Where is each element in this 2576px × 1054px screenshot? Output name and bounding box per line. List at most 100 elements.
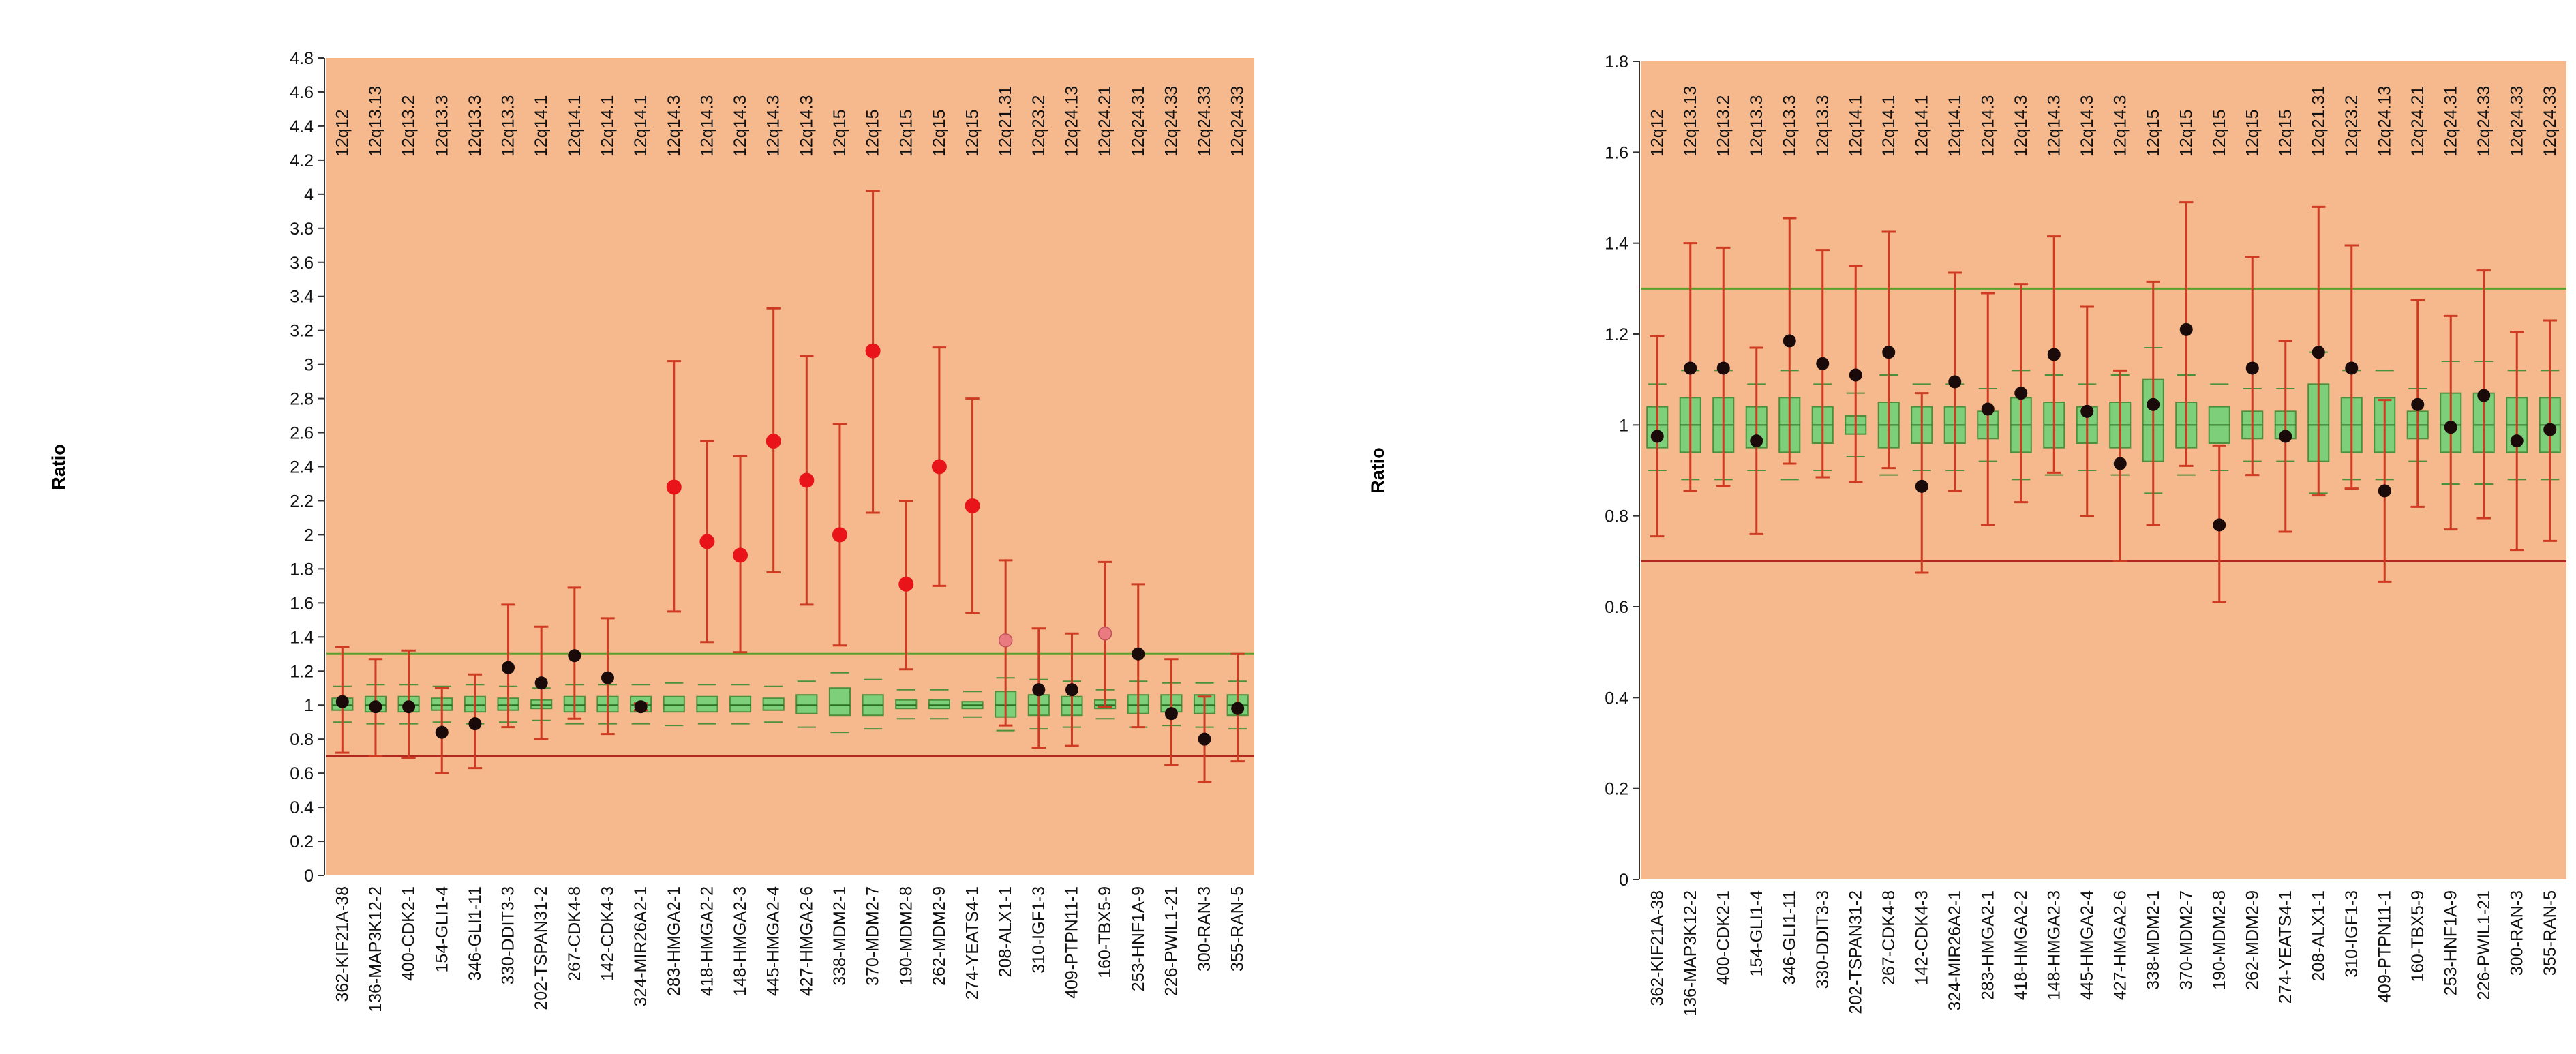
cytoband-label: 12q21.31 xyxy=(996,86,1015,157)
cytoband-label: 12q14.3 xyxy=(2044,95,2063,157)
reference-box xyxy=(895,699,918,710)
data-point xyxy=(1783,334,1796,348)
data-point xyxy=(2411,397,2425,411)
y-tick-label: 0.8 xyxy=(290,730,314,749)
data-point xyxy=(2312,346,2325,359)
y-tick-label: 0.6 xyxy=(290,764,314,783)
x-category-label: 136-MAP3K12-2 xyxy=(366,886,385,1012)
cytoband-label: 12q15 xyxy=(2243,109,2262,157)
x-category-label: 274-YEATS4-1 xyxy=(963,886,982,999)
x-category-label: 208-ALX1-1 xyxy=(996,886,1015,977)
x-category-label: 142-CDK4-3 xyxy=(598,886,617,981)
data-point xyxy=(502,661,515,674)
data-point xyxy=(1065,683,1078,697)
data-point xyxy=(1097,627,1112,641)
cytoband-label: 12q13.2 xyxy=(399,95,419,157)
reference-box xyxy=(828,687,851,717)
y-tick-label: 1.6 xyxy=(290,594,314,613)
x-category-label: 226-PWIL1-21 xyxy=(2474,890,2494,1000)
point-layer xyxy=(1650,322,2557,532)
cytoband-label: 12q24.13 xyxy=(2375,86,2394,157)
axis-layer: 0 0.2 0.4 0.6 0.8 1 1.2 1.4 1.6 1.8 12q12 362-KIF21… xyxy=(1605,52,2560,1017)
y-tick-label: 1.8 xyxy=(290,560,314,579)
data-point xyxy=(2080,404,2094,418)
cytoband-label: 12q24.33 xyxy=(1228,86,1247,157)
x-category-label: 355-RAN-5 xyxy=(2541,890,2560,976)
y-tick-label: 3.4 xyxy=(290,288,314,307)
plot-area xyxy=(326,58,1254,875)
x-category-label: 409-PTPN11-1 xyxy=(2375,890,2394,1003)
data-point xyxy=(898,576,914,592)
cytoband-label: 12q15 xyxy=(864,109,883,157)
x-category-label: 324-MIR26A2-1 xyxy=(631,886,650,1006)
cytoband-label: 12q24.33 xyxy=(2474,86,2494,157)
threshold-layer xyxy=(326,652,1254,757)
data-point xyxy=(2378,484,2391,498)
y-tick-label: 4.6 xyxy=(290,83,314,102)
data-point xyxy=(2113,457,2127,470)
chart-panel-right: 0 0.2 0.4 0.6 0.8 1 1.2 1.4 1.6 1.8 12q12 362-KIF21… xyxy=(1336,20,2566,1043)
data-point xyxy=(1684,361,1697,375)
x-category-label: 160-TBX5-9 xyxy=(2408,890,2427,982)
y-tick-label: 0.6 xyxy=(1605,598,1628,617)
cytoband-label: 12q15 xyxy=(2177,109,2196,157)
data-point xyxy=(832,527,847,543)
x-category-label: 427-HMGA2-6 xyxy=(797,886,816,996)
point-layer xyxy=(335,343,1245,746)
cytoband-label: 12q13.13 xyxy=(1681,86,1700,157)
cytoband-label: 12q23.2 xyxy=(2342,95,2361,157)
x-category-label: 142-CDK4-3 xyxy=(1912,890,1931,985)
cytoband-label: 12q24.33 xyxy=(2541,86,2560,157)
x-category-label: 338-MDM2-1 xyxy=(830,886,849,986)
cytoband-label: 12q14.3 xyxy=(764,95,783,157)
data-point xyxy=(1750,434,1763,448)
cytoband-label: 12q12 xyxy=(333,109,352,157)
threshold-layer xyxy=(1641,287,2566,562)
x-category-label: 445-HMGA2-4 xyxy=(2078,890,2097,1000)
plot-area xyxy=(1641,61,2566,879)
x-category-label: 160-TBX5-9 xyxy=(1095,886,1115,978)
cytoband-label: 12q14.1 xyxy=(1846,95,1865,157)
y-tick-label: 1.4 xyxy=(1605,235,1628,254)
data-point xyxy=(1981,402,1995,416)
data-point xyxy=(1915,479,1928,493)
x-category-label: 202-TSPAN31-2 xyxy=(1846,890,1865,1014)
cytoband-label: 12q13.3 xyxy=(1780,95,1799,157)
y-tick-label: 0.2 xyxy=(290,832,314,852)
data-point xyxy=(766,434,781,449)
y-tick-label: 1.6 xyxy=(1605,143,1628,162)
data-point xyxy=(335,695,349,708)
x-category-label: 310-IGF1-3 xyxy=(2342,890,2361,978)
data-point xyxy=(1650,430,1664,443)
cytoband-label: 12q14.3 xyxy=(1978,95,1997,157)
cytoband-label: 12q24.33 xyxy=(1195,86,1214,157)
x-category-label: 283-HMGA2-1 xyxy=(1978,890,1997,1000)
data-point xyxy=(2543,423,2557,436)
x-category-label: 148-HMGA2-3 xyxy=(2044,890,2063,1000)
x-category-label: 262-MDM2-9 xyxy=(930,886,949,986)
data-point xyxy=(2345,361,2359,375)
cytoband-label: 12q13.3 xyxy=(466,95,485,157)
data-point xyxy=(699,534,715,549)
x-category-label: 418-HMGA2-2 xyxy=(2012,890,2031,1000)
y-tick-label: 1 xyxy=(1619,416,1628,435)
data-point xyxy=(799,472,815,488)
y-tick-label: 0 xyxy=(304,867,314,886)
y-tick-label: 0.8 xyxy=(1605,507,1628,526)
y-axis-title: Ratio xyxy=(48,444,69,490)
x-category-label: 148-HMGA2-3 xyxy=(731,886,750,996)
y-tick-label: 1.2 xyxy=(1605,325,1628,344)
y-tick-label: 4.2 xyxy=(290,151,314,170)
data-point xyxy=(468,717,482,731)
x-category-label: 370-MDM2-7 xyxy=(864,886,883,986)
reference-box xyxy=(696,695,718,713)
cytoband-label: 12q14.1 xyxy=(598,95,617,157)
data-point xyxy=(2147,397,2160,411)
data-point xyxy=(965,498,980,513)
x-category-label: 190-MDM2-8 xyxy=(896,886,915,986)
data-point xyxy=(568,649,581,663)
cytoband-label: 12q24.31 xyxy=(2441,86,2460,157)
cytoband-label: 12q24.21 xyxy=(2408,86,2427,157)
data-point xyxy=(2047,348,2061,361)
